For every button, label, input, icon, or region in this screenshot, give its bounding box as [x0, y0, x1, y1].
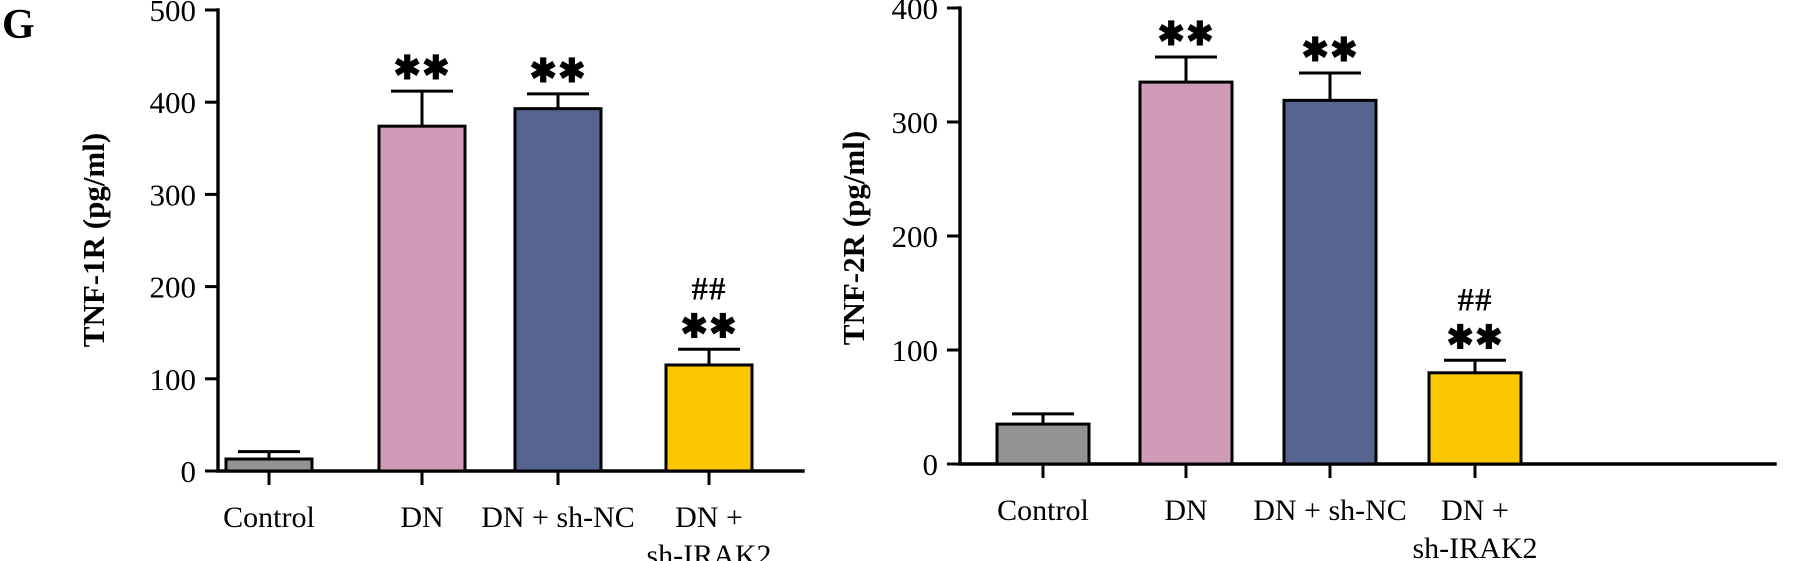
bar-group: ✱✱ DN [1138, 17, 1234, 527]
y-tick-label: 200 [892, 219, 939, 254]
significance-marker: ✱✱ [680, 309, 737, 345]
x-category-label: DN + [675, 501, 743, 534]
significance-marker: ✱✱ [1157, 17, 1214, 53]
y-tick-label: 100 [892, 333, 939, 368]
bar-group: ##✱✱ DN + sh-IRAK2 [1413, 282, 1538, 561]
y-axis-ticks: 0 100 200 300 400 [892, 0, 960, 482]
bar-left-2 [513, 107, 603, 473]
bar-group: ##✱✱ DN + sh-IRAK2 [647, 271, 772, 561]
x-category-label: DN [400, 501, 443, 534]
bar-chart-tnf-2r: 0 100 200 300 400 TNF-2R (pg/ml) Control ✱✱ DN ✱✱… [830, 0, 1794, 561]
x-category-label: sh-IRAK2 [1413, 532, 1538, 561]
y-tick-label: 400 [150, 85, 197, 120]
bar-right-1 [1138, 80, 1234, 466]
bar-chart-tnf-1r: 0 100 200 300 400 500 TNF-1R (pg/ml) Control ✱✱ D… [0, 0, 830, 561]
y-tick-label: 100 [150, 362, 197, 397]
bar-group: Control [223, 450, 315, 534]
y-tick-label: 300 [150, 177, 197, 212]
significance-marker: ✱✱ [1446, 320, 1503, 356]
bar-group: Control [995, 412, 1091, 527]
y-tick-label: 500 [150, 0, 197, 28]
bar-group: ✱✱ DN + sh-NC [1253, 33, 1407, 527]
y-tick-label: 200 [150, 270, 197, 305]
significance-marker: ## [692, 271, 727, 307]
y-tick-label: 400 [892, 0, 939, 26]
y-tick-label: 300 [892, 105, 939, 140]
x-category-label: Control [997, 494, 1089, 527]
y-tick-label: 0 [923, 447, 939, 482]
bar-group: ✱✱ DN + sh-NC [481, 54, 635, 534]
x-category-label: sh-IRAK2 [647, 539, 772, 561]
significance-marker: ✱✱ [393, 51, 450, 87]
x-category-label: Control [223, 501, 315, 534]
x-category-label: DN [1164, 494, 1207, 527]
bar-right-0 [995, 422, 1091, 466]
bar-right-3 [1427, 371, 1523, 466]
bar-group: ✱✱ DN [377, 51, 467, 534]
y-tick-label: 0 [181, 454, 197, 489]
bar-left-3 [664, 363, 754, 473]
y-axis-ticks: 0 100 200 300 400 500 [150, 0, 218, 489]
significance-marker: ## [1458, 282, 1493, 318]
y-axis-title: TNF-1R (pg/ml) [76, 133, 111, 347]
y-axis-title: TNF-2R (pg/ml) [836, 131, 871, 345]
significance-marker: ✱✱ [529, 54, 586, 90]
x-category-label: DN + [1441, 494, 1509, 527]
panel-letter-g: G [2, 2, 35, 48]
chart-canvas-left: 0 100 200 300 400 500 TNF-1R (pg/ml) Control ✱✱ D… [76, 0, 805, 561]
bar-right-2 [1282, 98, 1378, 466]
x-category-label: DN + sh-NC [481, 501, 635, 534]
x-category-label: DN + sh-NC [1253, 494, 1407, 527]
bar-left-0 [224, 457, 314, 473]
significance-marker: ✱✱ [1301, 33, 1358, 69]
bar-left-1 [377, 124, 467, 473]
